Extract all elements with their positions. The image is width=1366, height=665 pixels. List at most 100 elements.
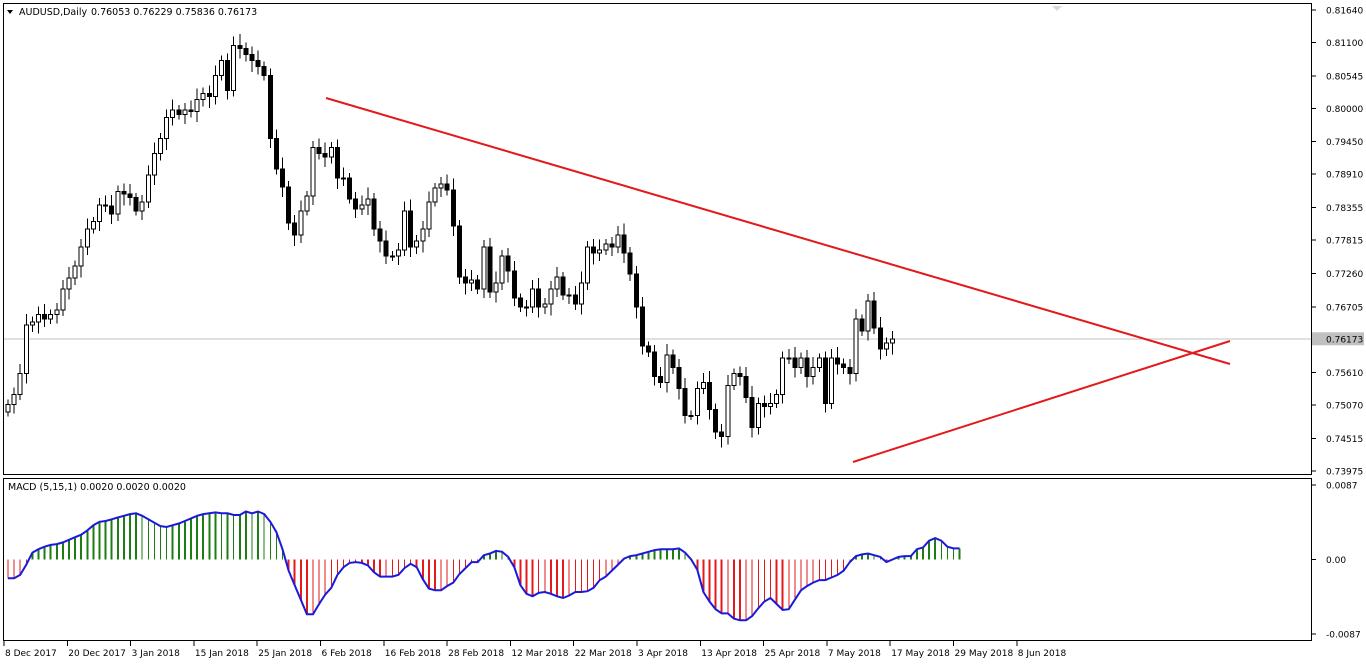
bear-candle[interactable] (383, 240, 389, 257)
bull-candle[interactable] (420, 228, 426, 242)
bear-candle[interactable] (822, 357, 828, 404)
bear-candle[interactable] (627, 252, 633, 275)
bull-candle[interactable] (328, 147, 334, 158)
bull-candle[interactable] (36, 313, 41, 323)
bear-candle[interactable] (463, 276, 468, 284)
bull-candle[interactable] (66, 277, 72, 290)
bull-candle[interactable] (798, 357, 804, 368)
bull-candle[interactable] (554, 276, 560, 290)
bull-candle[interactable] (304, 195, 310, 212)
bear-candle[interactable] (249, 54, 255, 62)
bull-candle[interactable] (145, 174, 151, 203)
bull-candle[interactable] (164, 117, 170, 140)
bull-candle[interactable] (694, 387, 700, 416)
bear-candle[interactable] (188, 109, 194, 113)
bull-candle[interactable] (182, 109, 188, 116)
bear-candle[interactable] (743, 375, 749, 398)
bull-candle[interactable] (231, 44, 237, 92)
bull-candle[interactable] (816, 357, 822, 368)
bear-candle[interactable] (42, 313, 48, 320)
bull-candle[interactable] (219, 60, 224, 77)
bear-candle[interactable] (511, 270, 517, 299)
bull-candle[interactable] (212, 75, 218, 98)
bear-candle[interactable] (792, 357, 798, 368)
bear-candle[interactable] (103, 204, 109, 207)
macd-axis[interactable]: 0.0087 0.00 -0.0087 (1311, 482, 1361, 641)
bull-candle[interactable] (97, 204, 102, 223)
bear-candle[interactable] (280, 168, 285, 188)
bear-candle[interactable] (371, 198, 377, 230)
bear-candle[interactable] (517, 297, 523, 308)
bear-candle[interactable] (176, 109, 182, 116)
bull-candle[interactable] (615, 234, 621, 248)
bull-candle[interactable] (23, 324, 29, 374)
bull-candle[interactable] (84, 228, 90, 248)
bull-candle[interactable] (298, 210, 304, 236)
bull-candle[interactable] (341, 177, 346, 180)
bull-candle[interactable] (54, 309, 60, 315)
bear-candle[interactable] (121, 191, 127, 195)
bear-candle[interactable] (804, 357, 810, 377)
bear-candle[interactable] (707, 381, 712, 410)
bear-candle[interactable] (761, 402, 767, 407)
bear-candle[interactable] (267, 75, 273, 140)
bull-candle[interactable] (890, 338, 895, 344)
bull-candle[interactable] (432, 187, 438, 203)
bear-candle[interactable] (450, 189, 456, 227)
bear-candle[interactable] (127, 193, 133, 199)
bear-candle[interactable] (377, 228, 383, 242)
bull-candle[interactable] (395, 249, 401, 257)
bull-candle[interactable] (402, 210, 407, 251)
bear-candle[interactable] (859, 318, 865, 332)
bull-candle[interactable] (603, 243, 609, 251)
bull-candle[interactable] (731, 372, 737, 386)
bear-candle[interactable] (225, 60, 231, 92)
bear-candle[interactable] (444, 183, 450, 191)
bear-candle[interactable] (109, 205, 115, 215)
bear-candle[interactable] (847, 366, 853, 374)
bull-candle[interactable] (829, 357, 834, 404)
bull-candle[interactable] (597, 249, 603, 254)
bear-candle[interactable] (737, 372, 743, 377)
bear-candle[interactable] (652, 351, 658, 377)
bull-candle[interactable] (194, 99, 200, 113)
bull-candle[interactable] (664, 354, 670, 383)
bear-candle[interactable] (609, 243, 615, 248)
bull-candle[interactable] (170, 109, 176, 119)
bear-candle[interactable] (408, 210, 414, 248)
bull-candle[interactable] (438, 183, 444, 189)
bear-candle[interactable] (560, 276, 566, 296)
bull-candle[interactable] (11, 393, 17, 406)
bull-candle[interactable] (548, 288, 554, 305)
bull-candle[interactable] (139, 201, 145, 212)
bull-candle[interactable] (481, 246, 487, 290)
bear-candle[interactable] (322, 153, 328, 158)
bear-candle[interactable] (286, 186, 292, 224)
bull-candle[interactable] (865, 300, 871, 332)
bear-candle[interactable] (273, 138, 279, 170)
bear-candle[interactable] (334, 147, 340, 179)
bear-candle[interactable] (487, 246, 493, 293)
bear-candle[interactable] (456, 225, 462, 278)
bull-candle[interactable] (524, 306, 529, 309)
bull-candle[interactable] (780, 357, 786, 395)
bear-candle[interactable] (353, 198, 359, 210)
bear-candle[interactable] (347, 177, 353, 200)
bull-candle[interactable] (578, 282, 584, 305)
macd-pane[interactable]: MACD (5,15,1) 0.0020 0.0020 0.0020 (3, 478, 1312, 641)
price-pane[interactable]: AUDUSD,Daily 0.76053 0.76229 0.75836 0.7… (3, 3, 1312, 475)
bull-candle[interactable] (853, 318, 859, 374)
bear-candle[interactable] (646, 345, 651, 353)
bull-candle[interactable] (414, 240, 420, 248)
bull-candle[interactable] (359, 204, 365, 210)
bull-candle[interactable] (60, 288, 66, 311)
bull-candle[interactable] (786, 357, 792, 360)
bear-candle[interactable] (206, 93, 212, 98)
bull-candle[interactable] (883, 342, 889, 350)
bull-candle[interactable] (426, 201, 432, 230)
bull-candle[interactable] (310, 147, 316, 197)
bull-candle[interactable] (48, 313, 54, 320)
bull-candle[interactable] (585, 246, 590, 284)
chart-menu-triangle-icon[interactable] (7, 10, 13, 14)
bear-candle[interactable] (316, 147, 322, 155)
